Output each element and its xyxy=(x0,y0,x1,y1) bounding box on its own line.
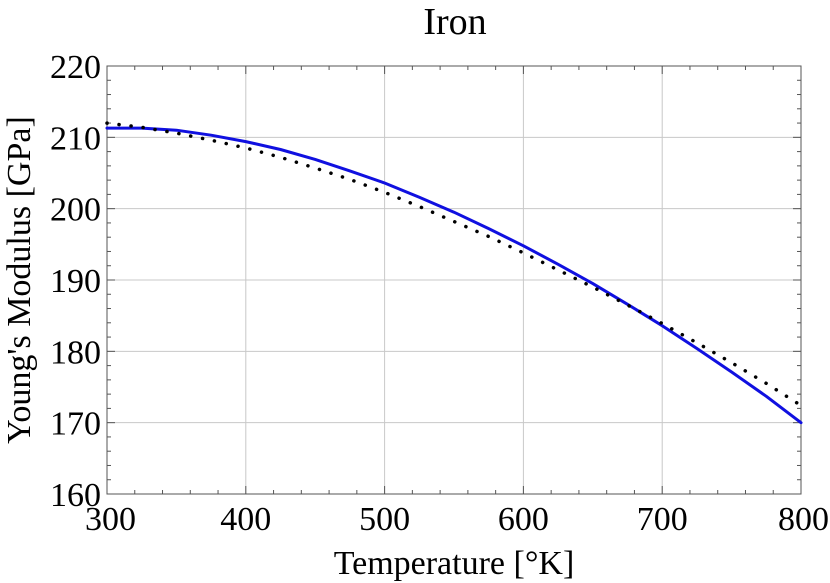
x-tick-label: 400 xyxy=(220,501,271,538)
series-line-dotted xyxy=(105,121,803,408)
series-line-solid xyxy=(105,126,803,425)
x-tick-label: 700 xyxy=(637,501,688,538)
y-tick-label: 180 xyxy=(50,334,101,371)
x-tick-label: 300 xyxy=(85,501,136,538)
y-axis-label: Young's Modulus [GPa] xyxy=(1,116,38,444)
x-tick-label: 800 xyxy=(778,501,829,538)
x-tick-label: 500 xyxy=(359,501,410,538)
y-tick-label: 200 xyxy=(50,192,101,229)
y-tick-labels: 160 170 180 190 200 210 220 xyxy=(50,49,101,514)
chart-title: Iron xyxy=(423,1,486,43)
y-tick-label: 210 xyxy=(50,120,101,157)
x-axis-label: Temperature [°K] xyxy=(334,545,575,582)
y-tick-label: 170 xyxy=(50,406,101,443)
grid xyxy=(106,65,802,495)
y-tick-label: 190 xyxy=(50,263,101,300)
x-tick-label: 600 xyxy=(498,501,549,538)
y-tick-label: 160 xyxy=(50,477,101,514)
minor-ticks xyxy=(106,65,802,495)
y-tick-label: 220 xyxy=(50,49,101,86)
series-layer xyxy=(105,121,803,425)
x-tick-labels: 300 400 500 600 700 800 xyxy=(85,501,829,538)
